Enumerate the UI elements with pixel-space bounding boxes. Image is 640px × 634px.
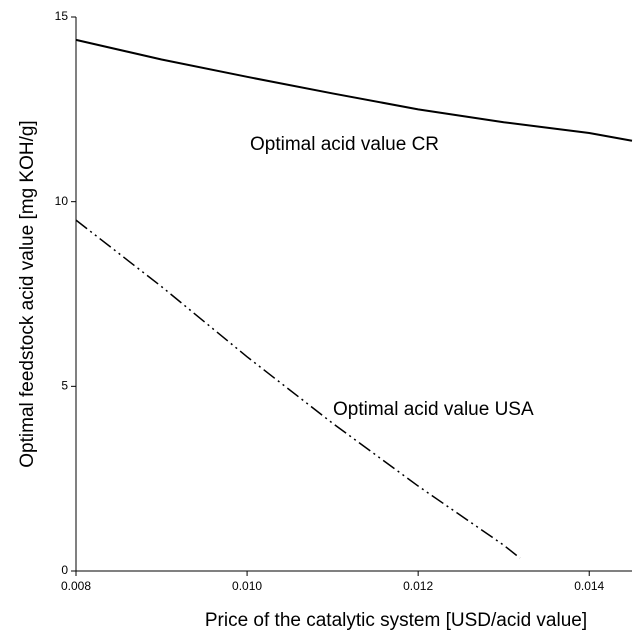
x-tick-label: 0.010 [232,579,262,593]
line-series [75,38,633,142]
x-axis-label: Price of the catalytic system [USD/acid … [205,610,587,631]
annotation: Optimal acid value CR [250,134,439,155]
y-tick-label: 15 [55,9,69,23]
x-tick-label: 0.012 [403,579,433,593]
x-tick-label: 0.014 [574,579,604,593]
y-tick-label: 0 [61,563,68,577]
y-tick-label: 10 [55,194,69,208]
x-tick-label: 0.008 [61,579,91,593]
line-series [75,219,521,559]
y-tick-label: 5 [61,379,68,393]
y-axis-label: Optimal feedstock acid value [mg KOH/g] [17,120,38,467]
annotation: Optimal acid value USA [333,399,534,420]
